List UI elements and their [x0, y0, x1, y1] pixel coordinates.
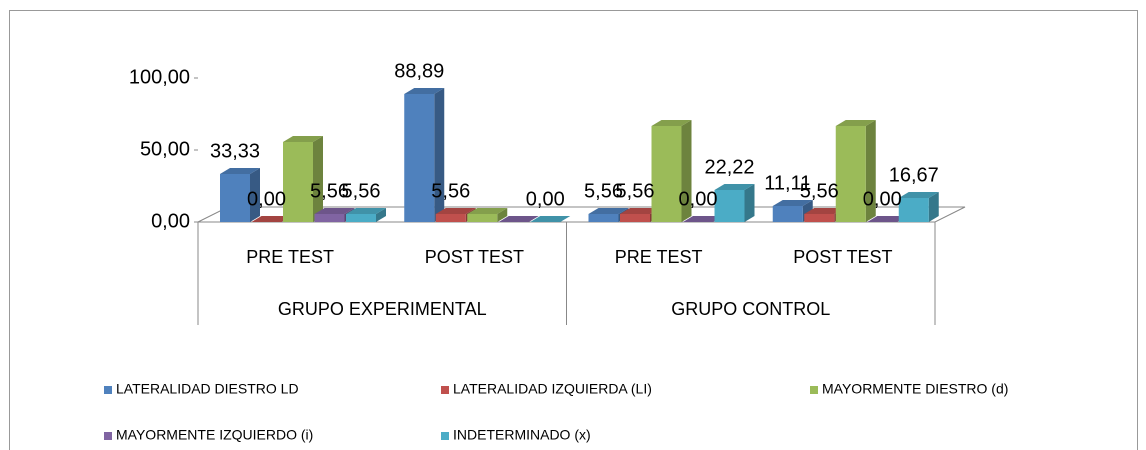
legend-label: MAYORMENTE IZQUIERDO (i)	[116, 427, 313, 443]
data-label: 22,22	[704, 156, 754, 178]
data-label: 88,89	[394, 60, 444, 82]
legend-swatch	[104, 432, 112, 440]
bar	[651, 125, 682, 222]
bar-top	[404, 87, 445, 94]
legend-label: LATERALIDAD IZQUIERDA (LI)	[453, 381, 652, 397]
x-tick-label: POST TEST	[793, 247, 892, 267]
bar-side	[434, 87, 445, 222]
bar-top	[835, 119, 876, 126]
data-label: 0,00	[526, 188, 565, 210]
bar-top	[251, 216, 292, 222]
data-label: 5,56	[431, 180, 470, 202]
bar	[588, 213, 619, 222]
bar-top	[772, 200, 813, 207]
data-label: 33,33	[210, 140, 260, 162]
bar-top	[898, 191, 939, 198]
data-label: 0,00	[679, 188, 718, 210]
bar-side	[865, 119, 876, 222]
bar	[346, 213, 376, 222]
data-label: 5,56	[342, 180, 381, 202]
group-label: GRUPO CONTROL	[671, 299, 830, 319]
y-tick-label: 50,00	[140, 138, 190, 160]
bar	[467, 213, 498, 222]
bar	[435, 213, 466, 222]
bar	[620, 213, 650, 222]
bar-top	[714, 184, 755, 191]
bar-side	[313, 135, 323, 222]
y-tick-label: 100,00	[129, 66, 190, 88]
bar	[898, 197, 929, 222]
legend-swatch	[441, 432, 449, 440]
x-tick-label: POST TEST	[425, 247, 524, 267]
legend-label: MAYORMENTE DIESTRO (d)	[822, 381, 1008, 397]
bar-side	[681, 119, 692, 222]
bar	[714, 190, 745, 222]
bar-top	[435, 207, 476, 214]
bar-side	[376, 207, 386, 222]
bar	[804, 213, 835, 222]
bar	[835, 125, 866, 222]
bar-top	[220, 168, 260, 175]
bar-top	[530, 216, 571, 222]
bar	[404, 93, 435, 222]
bar-side	[497, 207, 508, 222]
data-label: 5,56	[584, 180, 623, 202]
x-tick-label: PRE TEST	[615, 247, 703, 267]
bar	[314, 213, 345, 222]
bar-top	[498, 216, 539, 222]
bar-side	[744, 184, 755, 222]
bar-top	[283, 135, 323, 142]
bar	[772, 206, 803, 222]
bar-top	[804, 207, 845, 214]
data-label: 11,11	[764, 172, 811, 194]
bar-top	[467, 207, 508, 214]
bar-top	[588, 207, 629, 214]
bar-side	[250, 168, 260, 222]
bar-top	[314, 207, 355, 214]
bar	[283, 141, 313, 222]
bar	[220, 174, 250, 222]
bar-top	[651, 119, 692, 126]
data-label: 0,00	[247, 188, 286, 210]
group-label: GRUPO EXPERIMENTAL	[278, 299, 487, 319]
legend-swatch	[810, 386, 818, 394]
legend-label: INDETERMINADO (x)	[453, 427, 591, 443]
data-label: 5,56	[310, 180, 349, 202]
bar-top	[683, 216, 723, 222]
legend-swatch	[441, 386, 449, 394]
legend-label: LATERALIDAD DIESTRO LD	[116, 381, 299, 397]
data-label: 0,00	[863, 188, 902, 210]
bar-side	[928, 191, 939, 222]
data-label: 5,56	[616, 180, 655, 202]
y-tick-label: 0,00	[151, 210, 190, 232]
data-label: 16,67	[889, 164, 939, 186]
bar-top	[346, 207, 386, 214]
legend-swatch	[104, 386, 112, 394]
bar-top	[867, 216, 908, 222]
x-tick-label: PRE TEST	[246, 247, 334, 267]
bar-top	[620, 207, 660, 214]
data-label: 5,56	[800, 180, 839, 202]
